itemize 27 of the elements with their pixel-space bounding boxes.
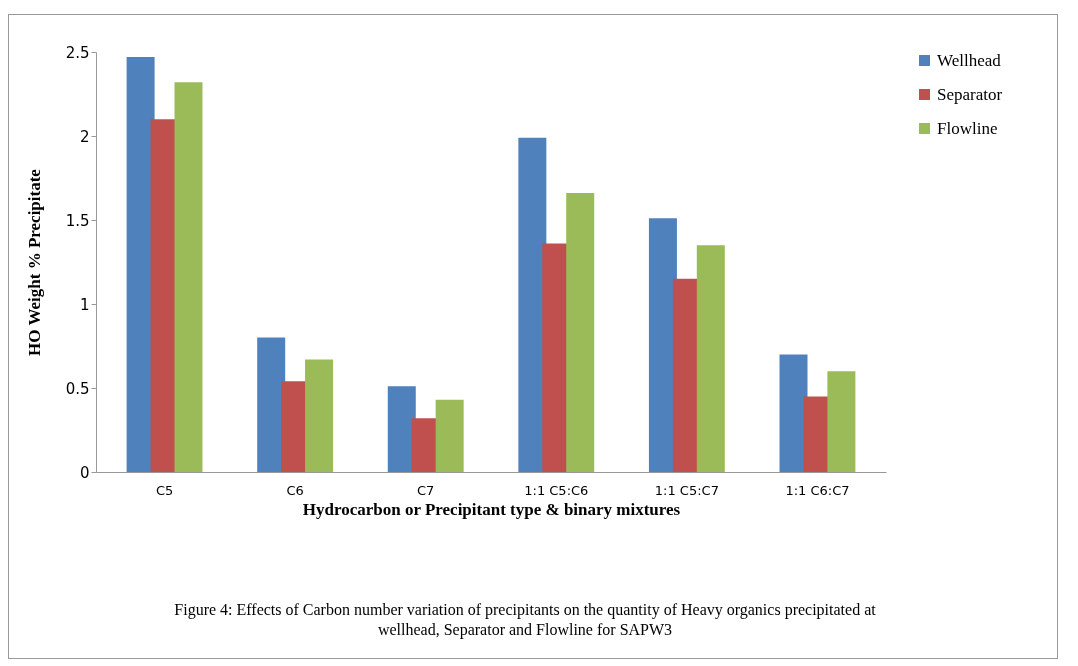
bar	[827, 371, 856, 472]
bar	[387, 386, 416, 472]
x-tick-label: C6	[286, 482, 304, 498]
x-tick-label: 1:1 C5:C7	[654, 482, 719, 498]
bar	[435, 399, 464, 472]
y-tick-label: 1.5	[65, 211, 90, 230]
x-tick-label: 1:1 C5:C6	[524, 482, 589, 498]
bar	[566, 193, 595, 472]
y-axis-title: HO Weight % Precipitate	[24, 168, 44, 356]
caption: Figure 4: Effects of Carbon number variation of precipitants on the quantity of Heavy organics precipitated at wellhead, Separator and Flowline for SAPW3	[173, 600, 877, 640]
y-tick-label: 0	[79, 463, 90, 482]
bar	[257, 337, 286, 472]
x-axis-title: Hydrocarbon or Precipitant type & binary mixtures	[302, 499, 681, 519]
bar	[174, 82, 203, 472]
bar	[518, 137, 547, 472]
legend-label: Separator	[937, 84, 1003, 104]
bar	[696, 245, 725, 472]
x-tick-label: 1:1 C6:C7	[785, 482, 850, 498]
y-tick-label: 2	[79, 127, 90, 146]
x-tick-label: C7	[417, 482, 435, 498]
bar	[305, 359, 334, 472]
y-tick-label: 1	[79, 295, 90, 314]
legend-label: Flowline	[937, 118, 998, 138]
legend-label: Wellhead	[937, 50, 1002, 70]
x-tick-label: C5	[155, 482, 174, 498]
y-tick-label: 0.5	[65, 379, 90, 398]
y-tick-label: 2.5	[65, 43, 90, 62]
